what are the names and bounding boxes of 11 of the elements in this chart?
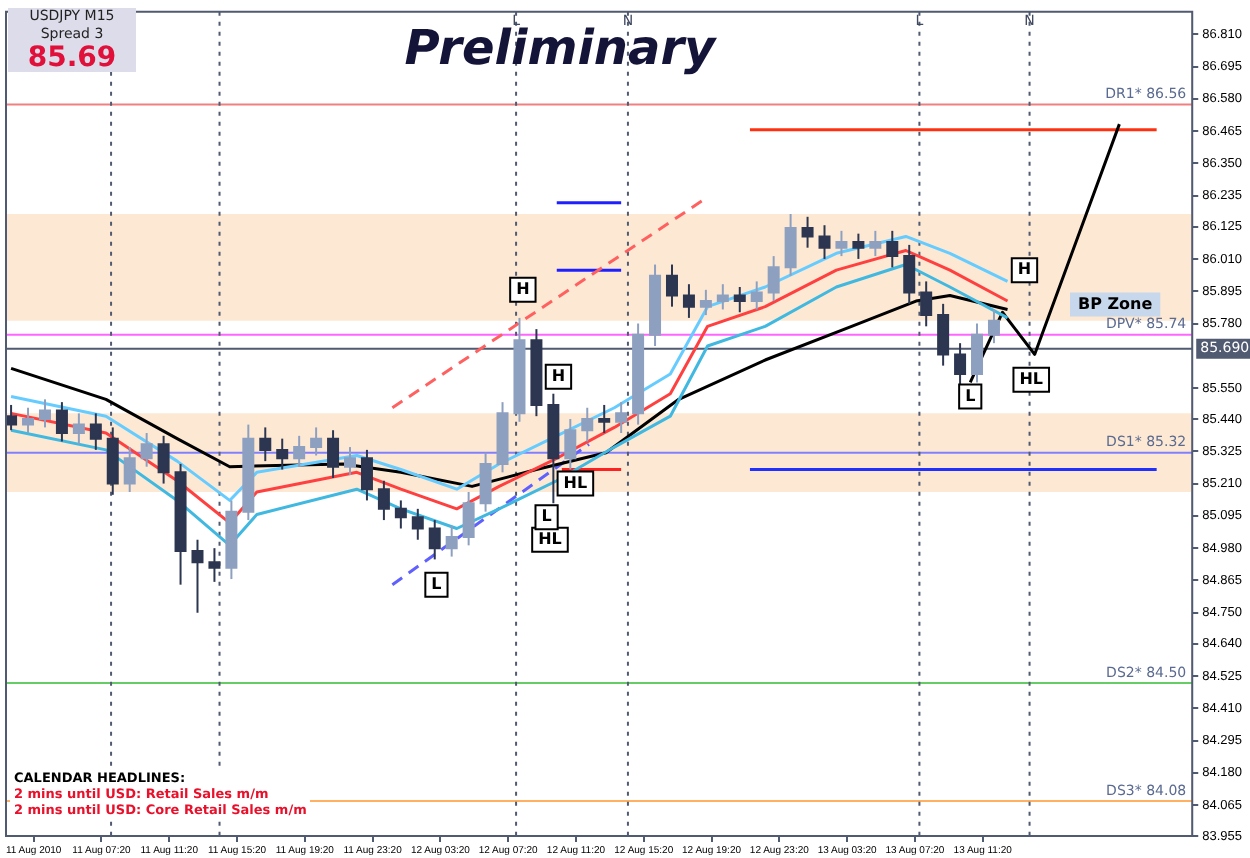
annotation: HL xyxy=(538,529,562,548)
annotation: H xyxy=(1017,260,1032,279)
annotation: L xyxy=(965,386,976,405)
annotation: HL xyxy=(1019,369,1044,388)
annotation: L xyxy=(431,574,442,593)
annotation: 85.69 xyxy=(25,42,119,74)
annotation: L xyxy=(541,507,552,526)
annotation: H xyxy=(551,367,566,386)
annotation: H xyxy=(516,279,530,298)
annotation: HL xyxy=(563,473,588,492)
annotation: BP Zone xyxy=(1077,294,1154,313)
